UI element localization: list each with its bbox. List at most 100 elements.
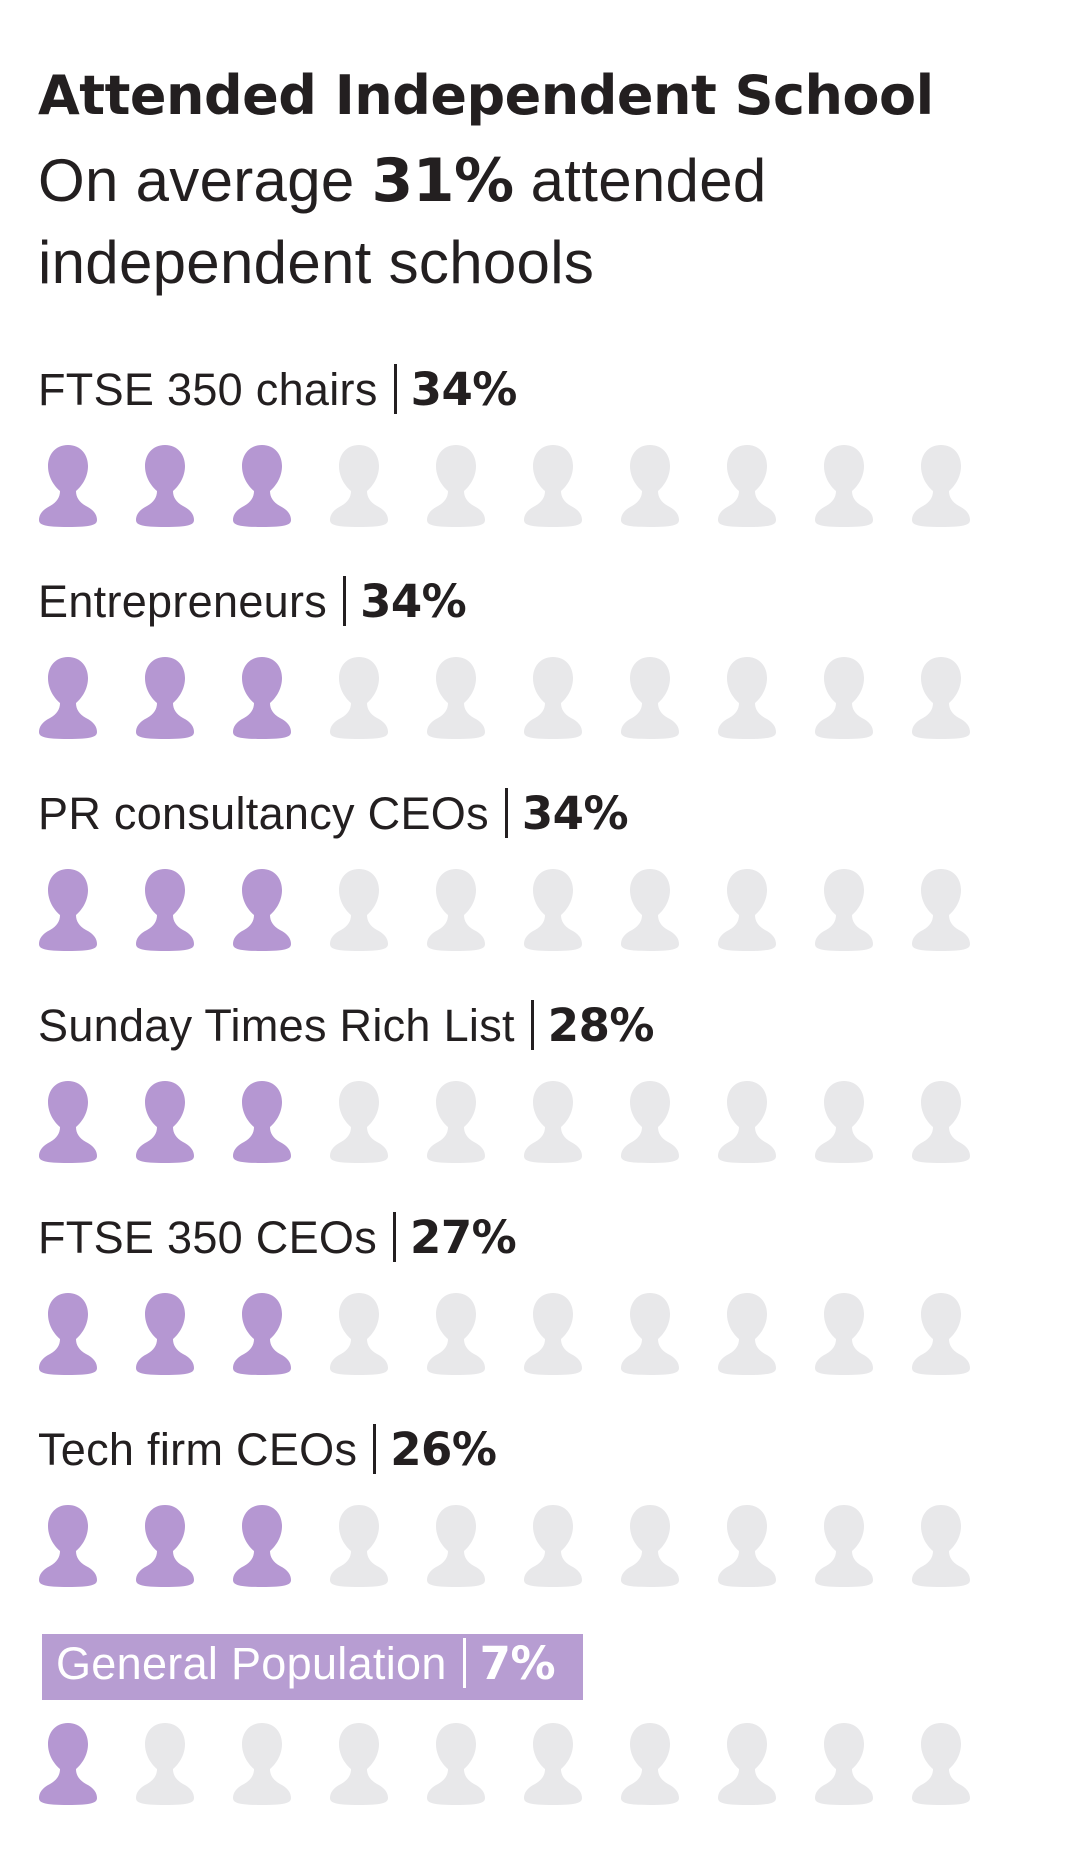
person-icon-empty — [621, 445, 679, 527]
person-icon-empty — [621, 1293, 679, 1375]
person-icon-empty — [330, 1081, 388, 1163]
person-icon-empty — [427, 445, 485, 527]
person-icon-empty — [621, 657, 679, 739]
row-value: 26% — [390, 1423, 497, 1476]
person-icon-empty — [524, 1293, 582, 1375]
row-category: PR consultancy CEOs — [38, 788, 489, 839]
person-icon-filled — [136, 1293, 194, 1375]
person-icon-filled — [136, 445, 194, 527]
person-icon-empty — [718, 1505, 776, 1587]
person-icon-filled — [136, 1505, 194, 1587]
person-icon-empty — [815, 1723, 873, 1805]
person-icon-empty — [912, 1505, 970, 1587]
subtitle-average-value: 31% — [371, 146, 515, 216]
person-icon-empty — [621, 1081, 679, 1163]
row-label: Tech firm CEOs 26% — [38, 1422, 497, 1482]
person-icon-empty — [815, 1505, 873, 1587]
person-icon-empty — [427, 657, 485, 739]
person-icon-filled — [233, 1081, 291, 1163]
person-icon-empty — [330, 1293, 388, 1375]
person-icon-empty — [330, 1723, 388, 1805]
person-icon-empty — [427, 1293, 485, 1375]
person-icon-empty — [912, 1293, 970, 1375]
row-category: Tech firm CEOs — [38, 1424, 358, 1475]
chart-title: Attended Independent School — [38, 64, 934, 127]
row-separator — [373, 1424, 377, 1474]
person-icon-filled — [233, 1505, 291, 1587]
person-icon-filled — [136, 869, 194, 951]
person-icon-empty — [718, 657, 776, 739]
chart-row: Tech firm CEOs 26% — [38, 1422, 1038, 1634]
icon-row — [38, 656, 1038, 740]
person-icon-empty — [330, 1505, 388, 1587]
person-icon-empty — [718, 869, 776, 951]
person-icon-filled — [233, 869, 291, 951]
row-label: Entrepreneurs 34% — [38, 574, 467, 634]
row-label: Sunday Times Rich List 28% — [38, 998, 655, 1058]
person-icon-filled — [39, 1293, 97, 1375]
person-icon-empty — [330, 869, 388, 951]
icon-row — [38, 444, 1038, 528]
person-icon-empty — [912, 445, 970, 527]
person-icon-empty — [330, 445, 388, 527]
pictogram-chart: Attended Independent School On average 3… — [38, 58, 1038, 1846]
icon-row — [38, 1722, 1038, 1806]
person-icon-empty — [427, 1723, 485, 1805]
person-icon-empty — [524, 657, 582, 739]
person-icon-empty — [233, 1723, 291, 1805]
person-icon-filled — [233, 445, 291, 527]
row-value: 34% — [410, 363, 518, 416]
row-category: General Population — [56, 1638, 447, 1689]
row-category: Sunday Times Rich List — [38, 1000, 515, 1051]
person-icon-empty — [815, 1081, 873, 1163]
row-separator — [462, 1638, 466, 1688]
person-icon-filled — [233, 1293, 291, 1375]
person-icon-empty — [912, 869, 970, 951]
chart-row: Sunday Times Rich List 28% — [38, 998, 1038, 1210]
person-icon-empty — [427, 1505, 485, 1587]
chart-rows: FTSE 350 chairs 34% Entrepreneurs 34% PR con… — [38, 362, 1038, 1846]
person-icon-empty — [524, 1081, 582, 1163]
person-icon-empty — [621, 1723, 679, 1805]
row-separator — [393, 1212, 397, 1262]
chart-row: FTSE 350 chairs 34% — [38, 362, 1038, 574]
person-icon-empty — [524, 1723, 582, 1805]
person-icon-empty — [912, 657, 970, 739]
row-separator — [504, 788, 508, 838]
person-icon-empty — [621, 869, 679, 951]
person-icon-empty — [330, 657, 388, 739]
person-icon-filled — [39, 445, 97, 527]
icon-row — [38, 1292, 1038, 1376]
chart-row: Entrepreneurs 34% — [38, 574, 1038, 786]
chart-row: PR consultancy CEOs 34% — [38, 786, 1038, 998]
row-value: 28% — [547, 999, 655, 1052]
person-icon-empty — [524, 445, 582, 527]
person-icon-empty — [718, 445, 776, 527]
person-icon-filled — [233, 657, 291, 739]
person-icon-empty — [912, 1723, 970, 1805]
row-value: 27% — [410, 1211, 517, 1264]
row-category: FTSE 350 CEOs — [38, 1212, 378, 1263]
row-category: Entrepreneurs — [38, 576, 328, 627]
person-icon-empty — [815, 1293, 873, 1375]
person-icon-filled — [136, 657, 194, 739]
person-icon-filled — [136, 1081, 194, 1163]
icon-row — [38, 1080, 1038, 1164]
row-separator — [393, 364, 397, 414]
person-icon-filled — [39, 1505, 97, 1587]
person-icon-empty — [524, 1505, 582, 1587]
person-icon-empty — [815, 657, 873, 739]
row-category: FTSE 350 chairs — [38, 364, 378, 415]
person-icon-filled — [39, 1081, 97, 1163]
row-value: 7% — [479, 1637, 556, 1690]
person-icon-empty — [718, 1081, 776, 1163]
person-icon-empty — [815, 869, 873, 951]
person-icon-empty — [427, 869, 485, 951]
person-icon-empty — [524, 869, 582, 951]
person-icon-filled — [39, 1723, 97, 1805]
person-icon-empty — [136, 1723, 194, 1805]
row-label: FTSE 350 chairs 34% — [38, 362, 517, 422]
row-label: PR consultancy CEOs 34% — [38, 786, 629, 846]
icon-row — [38, 868, 1038, 952]
chart-row: FTSE 350 CEOs 27% — [38, 1210, 1038, 1422]
